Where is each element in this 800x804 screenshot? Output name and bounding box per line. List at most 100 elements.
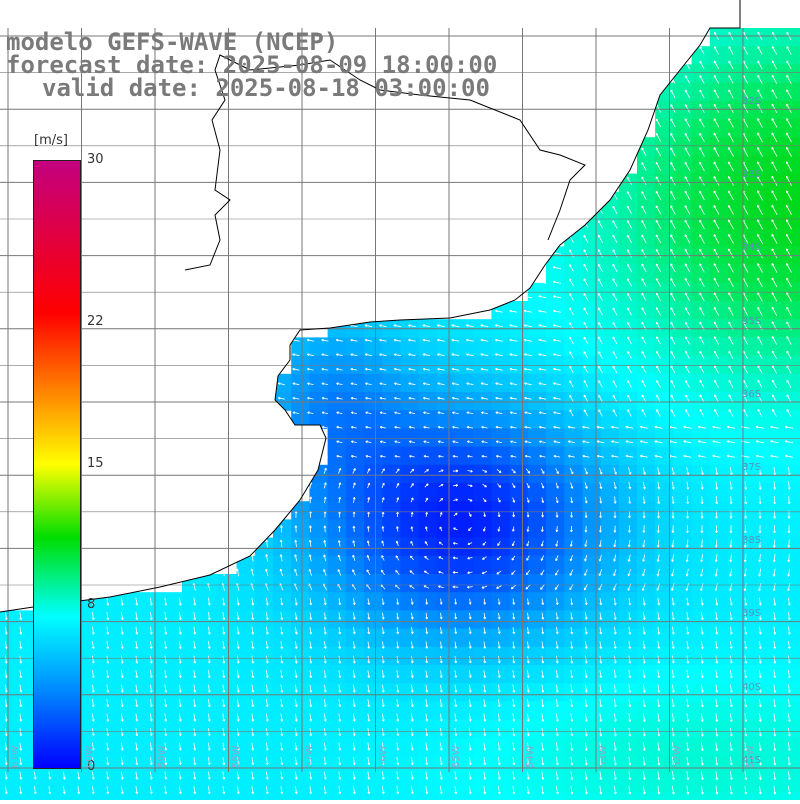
field-cell xyxy=(619,756,638,775)
field-cell xyxy=(364,720,383,739)
field-cell xyxy=(510,392,529,411)
field-cell xyxy=(673,174,692,193)
field-cell xyxy=(218,665,237,684)
field-cell xyxy=(109,647,128,666)
field-cell xyxy=(692,174,711,193)
field-cell xyxy=(619,647,638,666)
field-cell xyxy=(328,392,347,411)
field-cell xyxy=(655,174,674,193)
lon-label: 56W xyxy=(378,745,389,768)
field-cell xyxy=(710,483,729,502)
field-cell xyxy=(255,738,274,757)
field-cell xyxy=(437,483,456,502)
lat-label: 37S xyxy=(742,462,761,473)
field-cell xyxy=(783,683,800,702)
field-cell xyxy=(419,720,438,739)
field-cell xyxy=(637,774,656,793)
field-cell xyxy=(692,756,711,775)
field-cell xyxy=(273,538,292,557)
lon-label: 60W xyxy=(84,745,95,768)
lon-label: 53W xyxy=(598,745,609,768)
lat-label: 34S xyxy=(742,242,761,253)
field-cell xyxy=(91,701,110,720)
field-cell xyxy=(619,665,638,684)
field-cell xyxy=(619,720,638,739)
field-cell xyxy=(564,428,583,447)
field-cell xyxy=(473,465,492,484)
field-cell xyxy=(655,519,674,538)
field-cell xyxy=(673,265,692,284)
field-cell xyxy=(728,28,747,47)
field-cell xyxy=(673,483,692,502)
field-cell xyxy=(710,629,729,648)
field-cell xyxy=(673,337,692,356)
field-cell xyxy=(328,756,347,775)
field-cell xyxy=(673,556,692,575)
field-cell xyxy=(400,701,419,720)
field-cell xyxy=(346,538,365,557)
field-cell xyxy=(346,556,365,575)
field-cell xyxy=(619,392,638,411)
field-cell xyxy=(619,410,638,429)
field-cell xyxy=(309,392,328,411)
field-cell xyxy=(619,738,638,757)
field-cell xyxy=(746,192,765,211)
field-cell xyxy=(328,629,347,648)
field-cell xyxy=(328,428,347,447)
field-cell xyxy=(346,647,365,666)
field-cell xyxy=(182,610,201,629)
field-cell xyxy=(473,519,492,538)
field-cell xyxy=(200,610,219,629)
field-cell xyxy=(510,792,529,800)
field-cell xyxy=(619,683,638,702)
field-cell xyxy=(328,774,347,793)
field-cell xyxy=(564,447,583,466)
field-cell xyxy=(564,610,583,629)
field-cell xyxy=(273,556,292,575)
field-cell xyxy=(437,774,456,793)
field-cell xyxy=(673,428,692,447)
field-cell xyxy=(728,64,747,83)
field-cell xyxy=(673,629,692,648)
field-cell xyxy=(491,701,510,720)
field-cell xyxy=(764,665,783,684)
field-cell xyxy=(36,792,55,800)
field-cell xyxy=(710,392,729,411)
field-cell xyxy=(455,538,474,557)
field-cell xyxy=(619,519,638,538)
field-cell xyxy=(637,756,656,775)
field-cell xyxy=(400,592,419,611)
field-cell xyxy=(328,519,347,538)
field-cell xyxy=(564,792,583,800)
field-cell xyxy=(582,665,601,684)
lat-label: 33S xyxy=(742,169,761,180)
field-cell xyxy=(619,629,638,648)
field-cell xyxy=(564,374,583,393)
field-cell xyxy=(764,210,783,229)
field-cell xyxy=(764,483,783,502)
field-cell xyxy=(637,392,656,411)
field-cell xyxy=(692,137,711,156)
field-cell xyxy=(673,501,692,520)
field-cell xyxy=(601,683,620,702)
field-cell xyxy=(728,356,747,375)
field-cell xyxy=(783,410,800,429)
field-cell xyxy=(601,465,620,484)
field-cell xyxy=(146,774,165,793)
field-cell xyxy=(564,392,583,411)
field-cell xyxy=(564,574,583,593)
field-cell xyxy=(328,610,347,629)
wind-arrow xyxy=(179,583,181,590)
field-cell xyxy=(491,556,510,575)
field-cell xyxy=(73,774,92,793)
field-cell xyxy=(473,792,492,800)
field-cell xyxy=(364,647,383,666)
field-cell xyxy=(182,720,201,739)
field-cell xyxy=(419,629,438,648)
field-cell xyxy=(473,774,492,793)
field-cell xyxy=(473,538,492,557)
field-cell xyxy=(673,101,692,120)
field-cell xyxy=(601,337,620,356)
field-cell xyxy=(528,647,547,666)
field-cell xyxy=(437,574,456,593)
